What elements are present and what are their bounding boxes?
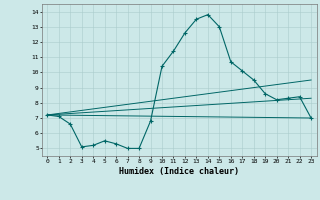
X-axis label: Humidex (Indice chaleur): Humidex (Indice chaleur) xyxy=(119,167,239,176)
